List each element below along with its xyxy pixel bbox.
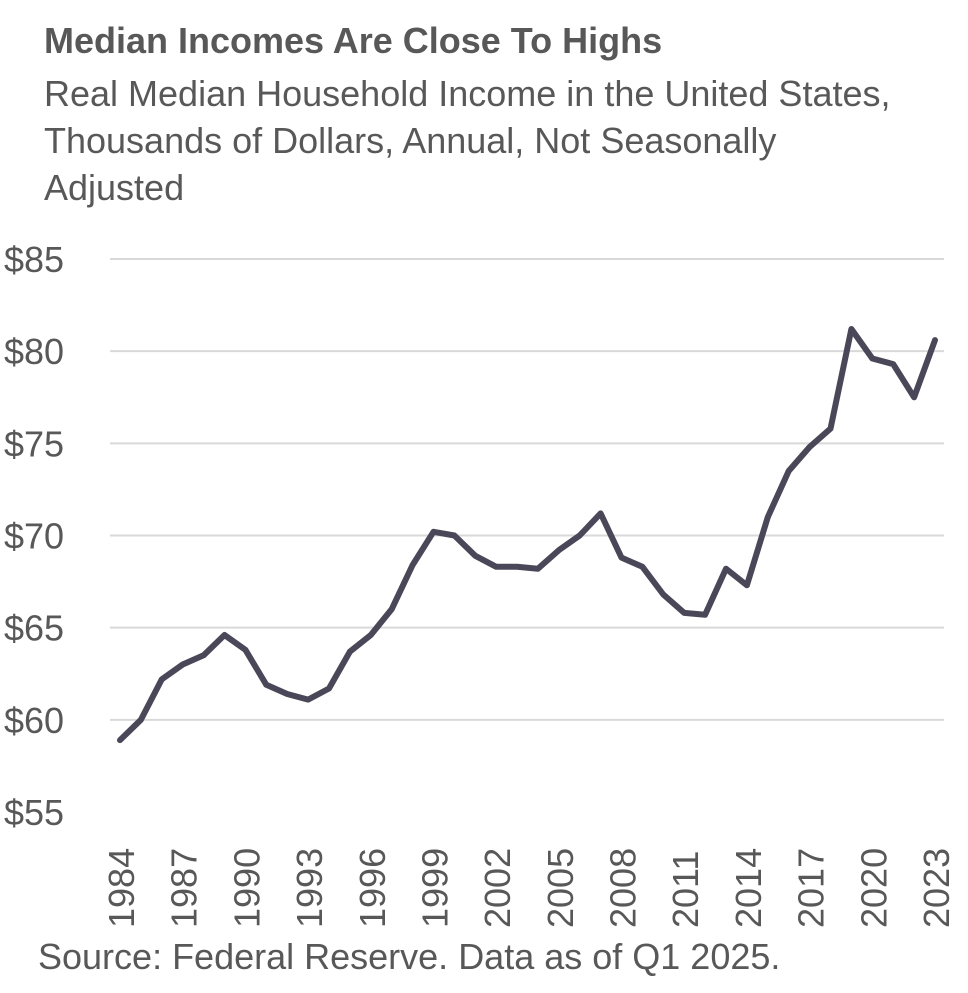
y-tick-label: $85 — [4, 239, 64, 280]
chart-title: Median Incomes Are Close To Highs — [44, 20, 663, 61]
x-tick-label: 2014 — [728, 848, 769, 928]
x-tick-label: 1984 — [101, 848, 142, 928]
series-line — [117, 326, 938, 744]
x-tick-label: 1987 — [164, 848, 205, 928]
x-tick-label: 1993 — [289, 848, 330, 928]
x-tick-label: 2017 — [791, 848, 832, 928]
y-tick-label: $70 — [4, 516, 64, 557]
series-lines — [117, 326, 938, 744]
y-axis-ticks: $55 $60 $65 $70 $75 $80 $85 — [4, 239, 64, 833]
y-tick-label: $60 — [4, 700, 64, 741]
y-tick-label: $65 — [4, 608, 64, 649]
y-tick-label: $75 — [4, 423, 64, 464]
x-tick-label: 1990 — [226, 848, 267, 928]
x-axis-ticks: 1984 1987 1990 1993 1996 1999 2002 2005 2008 2011… — [101, 848, 957, 928]
x-tick-label: 2023 — [916, 848, 957, 928]
x-tick-label: 1999 — [414, 848, 455, 928]
x-tick-label: 2005 — [540, 848, 581, 928]
x-tick-label: 2011 — [665, 851, 706, 928]
x-tick-label: 2020 — [853, 848, 894, 928]
chart-subtitle: Real Median Household Income in the Unit… — [44, 73, 891, 208]
source-note: Source: Federal Reserve. Data as of Q1 2… — [38, 936, 781, 977]
gridlines — [110, 258, 944, 721]
x-tick-label: 2008 — [603, 848, 644, 928]
y-tick-label: $80 — [4, 331, 64, 372]
y-tick-label: $55 — [4, 792, 64, 833]
x-tick-label: 2002 — [477, 848, 518, 928]
x-tick-label: 1996 — [352, 848, 393, 928]
